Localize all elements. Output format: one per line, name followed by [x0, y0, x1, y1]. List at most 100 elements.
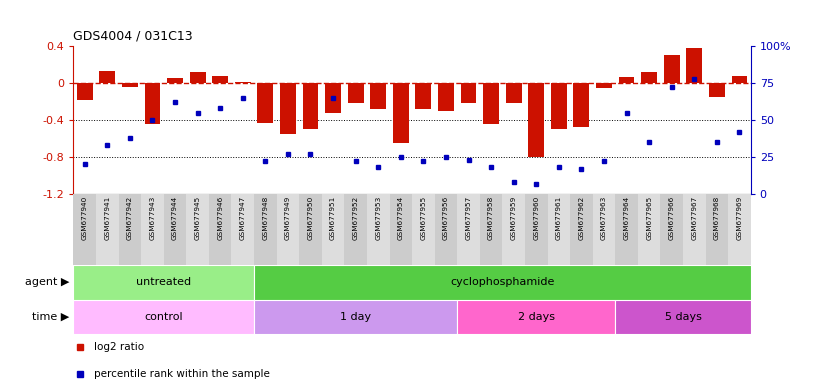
Bar — [370, 83, 386, 109]
Text: GSM677968: GSM677968 — [714, 196, 720, 240]
Text: GSM677940: GSM677940 — [82, 196, 88, 240]
Bar — [303, 83, 318, 129]
Text: GSM677964: GSM677964 — [623, 196, 630, 240]
Bar — [257, 83, 273, 123]
Text: GSM677952: GSM677952 — [353, 196, 359, 240]
Bar — [683, 194, 706, 265]
Bar — [254, 300, 457, 334]
Text: GSM677956: GSM677956 — [443, 196, 449, 240]
Text: GSM677965: GSM677965 — [646, 196, 652, 240]
Text: GSM677945: GSM677945 — [194, 196, 201, 240]
Bar — [73, 265, 254, 300]
Text: GSM677955: GSM677955 — [420, 196, 427, 240]
Bar — [167, 78, 183, 83]
Bar — [164, 194, 186, 265]
Text: GSM677948: GSM677948 — [262, 196, 268, 240]
Bar — [638, 194, 660, 265]
Bar — [551, 83, 567, 129]
Bar — [731, 76, 747, 83]
Bar — [480, 194, 503, 265]
Text: GSM677959: GSM677959 — [511, 196, 517, 240]
Bar — [392, 83, 409, 143]
Bar — [77, 83, 93, 100]
Bar — [144, 83, 161, 124]
Text: GSM677947: GSM677947 — [240, 196, 246, 240]
Text: GSM677951: GSM677951 — [330, 196, 336, 240]
Text: GSM677962: GSM677962 — [579, 196, 584, 240]
Text: control: control — [144, 312, 183, 322]
Bar — [525, 194, 548, 265]
Bar — [438, 83, 454, 111]
Bar — [483, 83, 499, 124]
Text: GSM677942: GSM677942 — [126, 196, 133, 240]
Bar — [686, 48, 703, 83]
Text: GSM677941: GSM677941 — [104, 196, 110, 240]
Bar — [322, 194, 344, 265]
Text: log2 ratio: log2 ratio — [94, 341, 144, 352]
Bar — [619, 76, 635, 83]
Text: GSM677958: GSM677958 — [488, 196, 494, 240]
Bar — [435, 194, 457, 265]
Bar — [389, 194, 412, 265]
Text: GDS4004 / 031C13: GDS4004 / 031C13 — [73, 29, 193, 42]
Text: GSM677949: GSM677949 — [285, 196, 291, 240]
Text: GSM677943: GSM677943 — [149, 196, 156, 240]
Bar — [570, 194, 592, 265]
Bar — [118, 194, 141, 265]
Bar — [73, 194, 96, 265]
Text: 1 day: 1 day — [340, 312, 371, 322]
Bar — [615, 300, 751, 334]
Bar — [457, 194, 480, 265]
Bar — [235, 82, 251, 83]
Bar — [503, 194, 525, 265]
Bar — [457, 300, 615, 334]
Bar — [660, 194, 683, 265]
Bar — [506, 83, 521, 103]
Text: time ▶: time ▶ — [32, 312, 69, 322]
Bar — [299, 194, 322, 265]
Bar — [212, 76, 228, 83]
Bar — [344, 194, 367, 265]
Text: GSM677950: GSM677950 — [308, 196, 313, 240]
Bar — [592, 194, 615, 265]
Text: GSM677966: GSM677966 — [668, 196, 675, 240]
Bar — [280, 83, 296, 134]
Bar — [141, 194, 164, 265]
Bar — [415, 83, 432, 109]
Bar — [641, 72, 657, 83]
Bar — [254, 265, 751, 300]
Bar — [615, 194, 638, 265]
Text: GSM677960: GSM677960 — [533, 196, 539, 240]
Bar — [412, 194, 435, 265]
Text: untreated: untreated — [136, 277, 191, 287]
Text: GSM677957: GSM677957 — [465, 196, 472, 240]
Text: GSM677954: GSM677954 — [397, 196, 404, 240]
Bar — [254, 194, 277, 265]
Bar — [186, 194, 209, 265]
Text: cyclophosphamide: cyclophosphamide — [450, 277, 555, 287]
Text: 2 days: 2 days — [517, 312, 555, 322]
Bar — [189, 72, 206, 83]
Bar — [728, 194, 751, 265]
Text: agent ▶: agent ▶ — [25, 277, 69, 287]
Bar — [348, 83, 364, 103]
Bar — [96, 194, 118, 265]
Text: GSM677944: GSM677944 — [172, 196, 178, 240]
Text: GSM677946: GSM677946 — [217, 196, 224, 240]
Bar — [73, 300, 254, 334]
Bar — [460, 83, 477, 103]
Bar — [548, 194, 570, 265]
Text: 5 days: 5 days — [664, 312, 702, 322]
Bar — [706, 194, 728, 265]
Bar — [596, 83, 612, 88]
Bar — [528, 83, 544, 157]
Bar — [122, 83, 138, 87]
Bar — [367, 194, 389, 265]
Text: GSM677963: GSM677963 — [601, 196, 607, 240]
Text: GSM677967: GSM677967 — [691, 196, 698, 240]
Text: percentile rank within the sample: percentile rank within the sample — [94, 369, 269, 379]
Bar — [277, 194, 299, 265]
Text: GSM677953: GSM677953 — [375, 196, 381, 240]
Bar — [232, 194, 254, 265]
Text: GSM677969: GSM677969 — [736, 196, 743, 240]
